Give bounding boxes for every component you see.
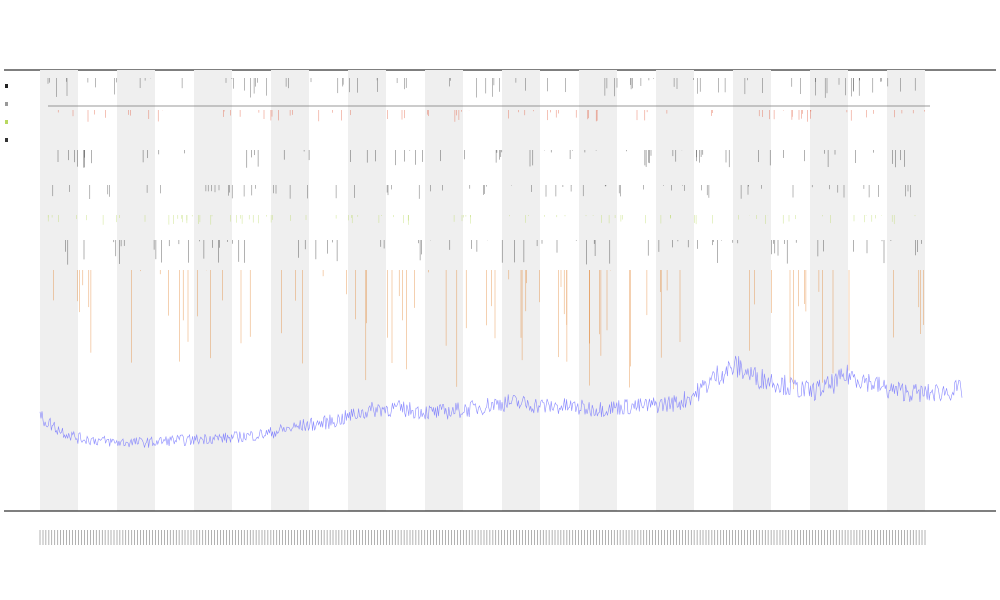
alternating-bands [40, 70, 925, 511]
band-7 [579, 70, 617, 511]
legend-swatch [5, 102, 8, 106]
band-9 [733, 70, 771, 511]
legend [5, 84, 8, 142]
legend-swatch [5, 120, 8, 124]
band-5 [425, 70, 463, 511]
series-group [39, 355, 963, 448]
x-tick-labels [39, 530, 926, 545]
series-line [39, 355, 963, 448]
band-11 [887, 70, 925, 511]
band-4 [348, 70, 386, 511]
band-10 [810, 70, 848, 511]
band-3 [271, 70, 309, 511]
band-0 [40, 70, 78, 511]
band-1 [117, 70, 155, 511]
legend-swatch [5, 138, 8, 142]
band-8 [656, 70, 694, 511]
event-ticks [47, 78, 925, 390]
band-2 [194, 70, 232, 511]
legend-swatch [5, 84, 8, 88]
